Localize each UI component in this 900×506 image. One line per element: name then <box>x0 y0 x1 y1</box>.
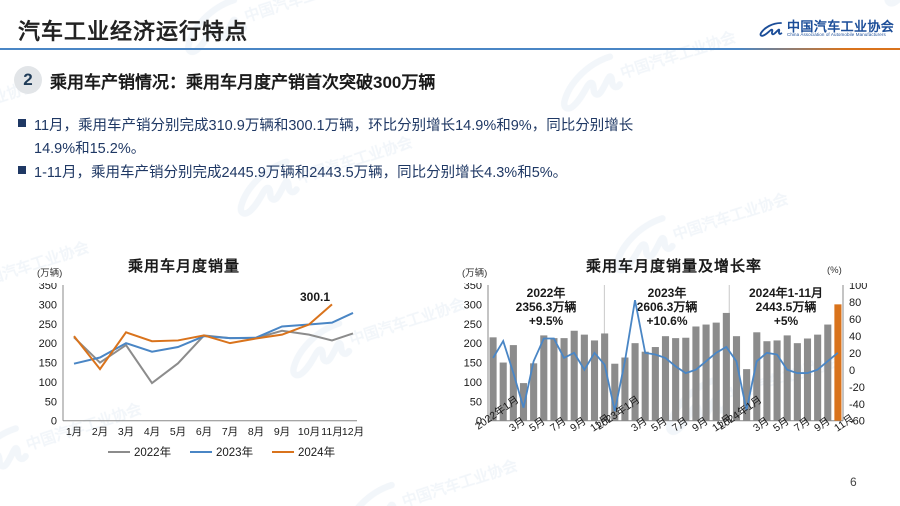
svg-text:250: 250 <box>464 319 482 331</box>
svg-text:350: 350 <box>464 283 482 292</box>
svg-text:300.1: 300.1 <box>300 290 330 304</box>
svg-text:2443.5万辆: 2443.5万辆 <box>756 299 817 314</box>
svg-text:50: 50 <box>45 396 57 408</box>
svg-text:150: 150 <box>39 358 57 370</box>
svg-text:11月: 11月 <box>321 426 342 438</box>
svg-text:150: 150 <box>464 358 482 370</box>
svg-text:8月: 8月 <box>248 426 264 438</box>
svg-text:+9.5%: +9.5% <box>529 314 564 328</box>
svg-text:3月: 3月 <box>118 426 134 438</box>
svg-text:50: 50 <box>470 396 482 408</box>
svg-text:80: 80 <box>849 297 861 309</box>
svg-text:4月: 4月 <box>144 426 160 438</box>
svg-text:+10.6%: +10.6% <box>646 314 687 328</box>
svg-text:100: 100 <box>464 377 482 389</box>
svg-text:60: 60 <box>849 314 861 326</box>
svg-text:9月: 9月 <box>274 426 290 438</box>
svg-text:100: 100 <box>39 377 57 389</box>
svg-text:2023年: 2023年 <box>648 285 687 300</box>
svg-text:5月: 5月 <box>170 426 186 438</box>
svg-text:1月: 1月 <box>66 426 82 438</box>
svg-text:350: 350 <box>39 283 57 292</box>
svg-text:12月: 12月 <box>342 426 364 438</box>
svg-text:300: 300 <box>464 299 482 311</box>
svg-text:2022年: 2022年 <box>527 285 566 300</box>
svg-text:0: 0 <box>51 416 57 428</box>
svg-text:200: 200 <box>464 338 482 350</box>
svg-text:-20: -20 <box>849 382 865 394</box>
svg-text:2023年: 2023年 <box>216 445 253 459</box>
svg-text:250: 250 <box>39 319 57 331</box>
svg-text:2356.3万辆: 2356.3万辆 <box>516 299 577 314</box>
svg-text:300: 300 <box>39 299 57 311</box>
svg-text:7月: 7月 <box>222 426 238 438</box>
svg-text:20: 20 <box>849 348 861 360</box>
svg-text:2024年1-11月: 2024年1-11月 <box>749 285 823 300</box>
svg-text:+5%: +5% <box>774 314 799 328</box>
svg-text:6月: 6月 <box>196 426 212 438</box>
svg-text:10月: 10月 <box>298 426 320 438</box>
svg-text:2月: 2月 <box>92 426 108 438</box>
svg-text:0: 0 <box>849 365 855 377</box>
svg-text:40: 40 <box>849 331 861 343</box>
svg-text:100: 100 <box>849 283 867 292</box>
svg-text:2606.3万辆: 2606.3万辆 <box>637 299 698 314</box>
svg-text:2024年: 2024年 <box>298 445 335 459</box>
svg-text:2022年: 2022年 <box>134 445 171 459</box>
svg-text:-40: -40 <box>849 399 865 411</box>
svg-text:200: 200 <box>39 338 57 350</box>
